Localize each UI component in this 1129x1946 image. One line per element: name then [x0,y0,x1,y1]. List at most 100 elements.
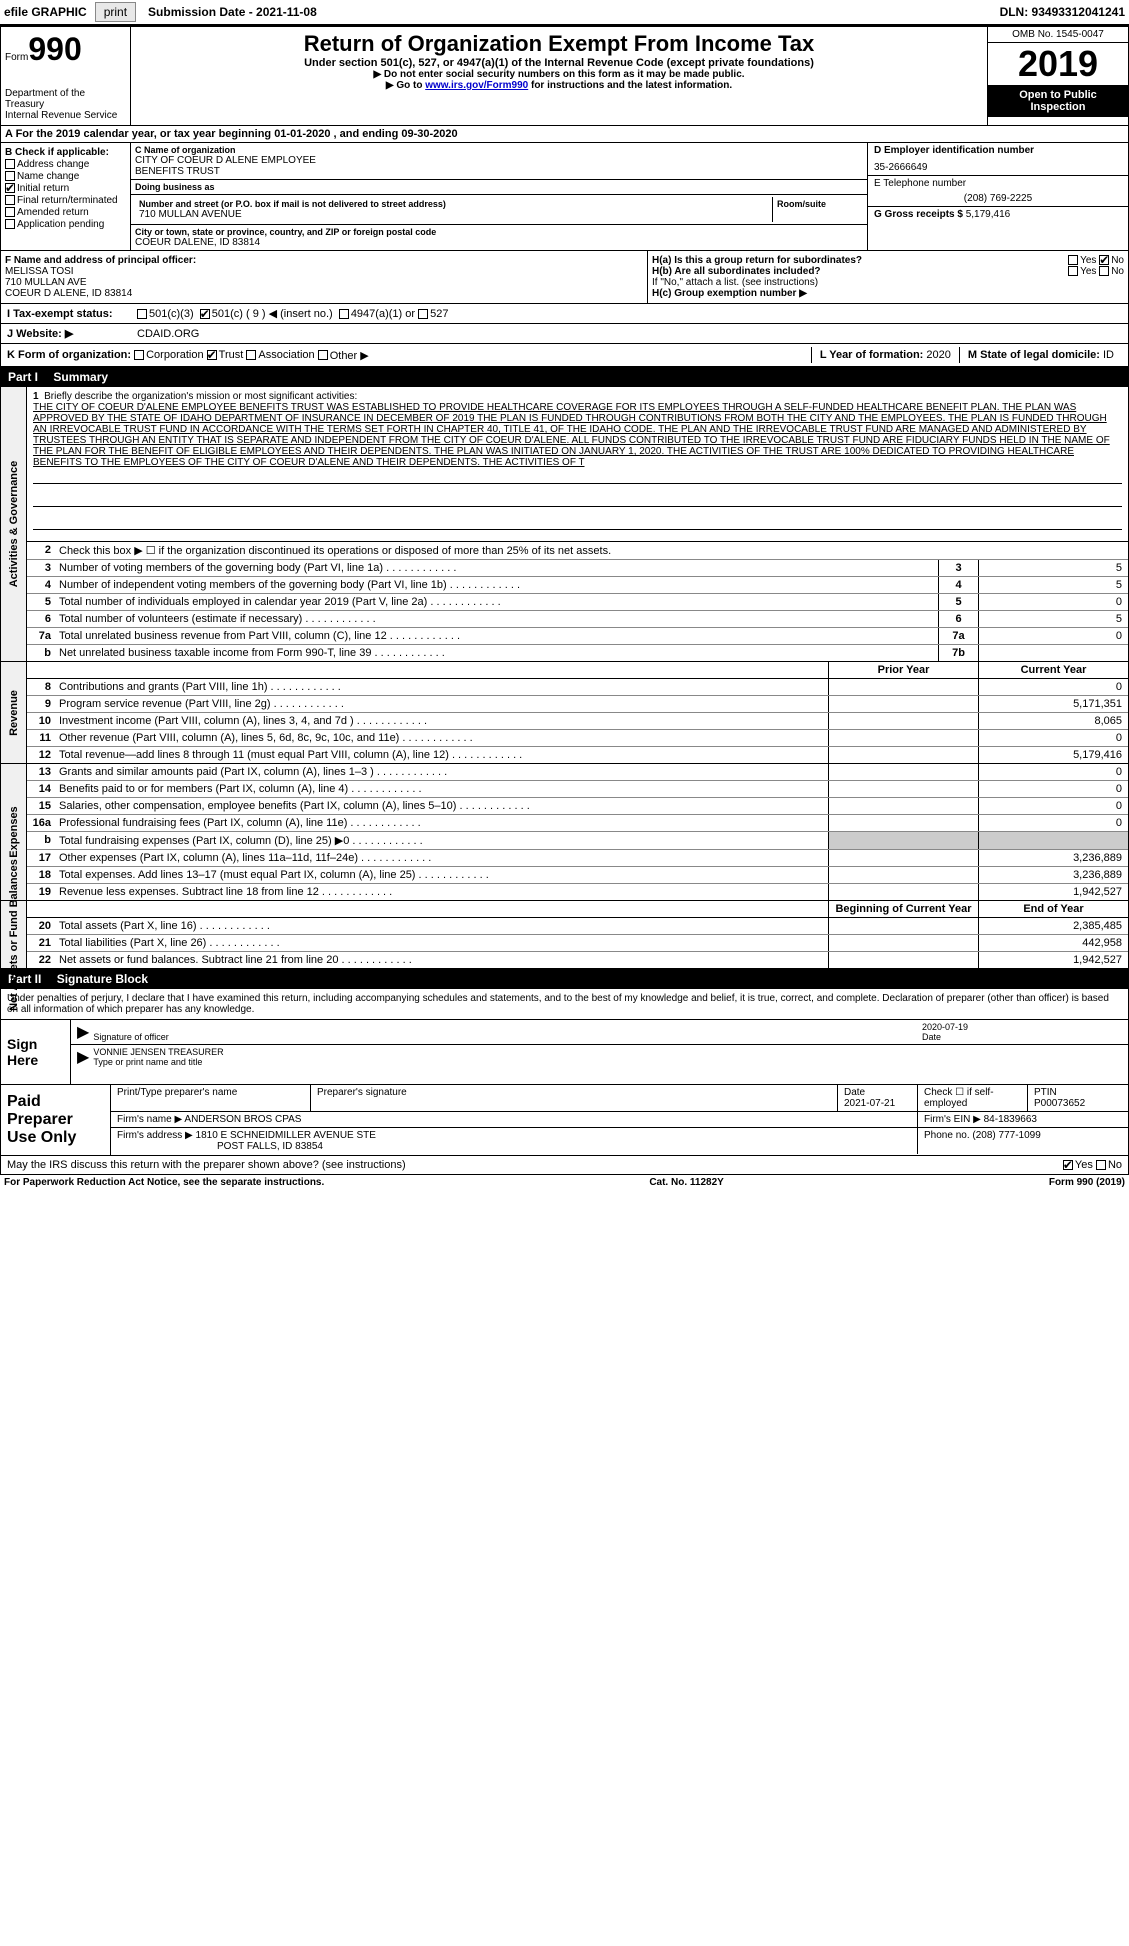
chk-hb-yes[interactable] [1068,266,1078,276]
part1-title: Summary [53,370,108,384]
summary-row: 6 Total number of volunteers (estimate i… [27,611,1128,628]
chk-pending[interactable] [5,219,15,229]
website-value: CDAID.ORG [137,328,199,340]
mission-label: Briefly describe the organization's miss… [44,391,357,402]
hb-label: H(b) Are all subordinates included? [652,266,821,277]
chk-4947[interactable] [339,309,349,319]
ha-label: H(a) Is this a group return for subordin… [652,255,862,266]
opt-corp: Corporation [146,349,203,361]
row-desc: Total unrelated business revenue from Pa… [55,628,938,644]
row-curr: 1,942,527 [978,884,1128,900]
chk-assoc[interactable] [246,350,256,360]
chk-hb-no[interactable] [1099,266,1109,276]
row-box: 3 [938,560,978,576]
row-curr: 2,385,485 [978,918,1128,934]
opt-other: Other ▶ [330,349,369,362]
chk-discuss-yes[interactable] [1063,1160,1073,1170]
row-desc: Total assets (Part X, line 16) [55,918,828,934]
print-button[interactable]: print [95,2,136,22]
row-desc: Contributions and grants (Part VIII, lin… [55,679,828,695]
col-c: C Name of organization CITY OF COEUR D A… [131,143,868,250]
chk-corp[interactable] [134,350,144,360]
year-formation-label: L Year of formation: [820,349,924,361]
row-prior [828,952,978,968]
chk-amended[interactable] [5,207,15,217]
tax-status-row: I Tax-exempt status: 501(c)(3) 501(c) ( … [0,304,1129,324]
h-block: H(a) Is this a group return for subordin… [648,251,1128,303]
sig-arrow-icon: ▶ [77,1022,89,1042]
summary-row: 19 Revenue less expenses. Subtract line … [27,884,1128,900]
summary-row: 7a Total unrelated business revenue from… [27,628,1128,645]
instr-1: ▶ Do not enter social security numbers o… [135,69,983,80]
part2-header: Part II Signature Block [0,969,1129,989]
row-val: 0 [978,628,1128,644]
row-prior [828,867,978,883]
sig-name: VONNIE JENSEN TREASURER [93,1047,223,1057]
hb-no: No [1111,266,1124,277]
footer-row: For Paperwork Reduction Act Notice, see … [0,1175,1129,1190]
summary-row: b Net unrelated business taxable income … [27,645,1128,661]
form-subtitle: Under section 501(c), 527, or 4947(a)(1)… [135,57,983,69]
end-year-hdr: End of Year [978,901,1128,917]
row-desc: Number of independent voting members of … [55,577,938,593]
ha-yes: Yes [1080,255,1096,266]
rev-header: Prior Year Current Year [27,662,1128,679]
row-prior [828,798,978,814]
row-curr: 0 [978,764,1128,780]
row-prior [828,850,978,866]
chk-initial-return[interactable] [5,183,15,193]
section-a: A For the 2019 calendar year, or tax yea… [0,126,1129,143]
row-prior [828,696,978,712]
row-desc: Benefits paid to or for members (Part IX… [55,781,828,797]
row-prior [828,781,978,797]
row-prior [828,764,978,780]
chk-ha-no[interactable] [1099,255,1109,265]
chk-501c[interactable] [200,309,210,319]
gross-value: 5,179,416 [966,209,1011,220]
sig-date-val: 2020-07-19 [922,1022,968,1032]
summary-row: 8 Contributions and grants (Part VIII, l… [27,679,1128,696]
chk-name-change[interactable] [5,171,15,181]
row-curr: 442,958 [978,935,1128,951]
chk-trust[interactable] [207,350,217,360]
hb-note: If "No," attach a list. (see instruction… [652,277,1124,288]
opt-pending: Application pending [17,219,104,230]
room-label: Room/suite [777,199,859,209]
city-label: City or town, state or province, country… [135,227,863,237]
org-name-2: BENEFITS TRUST [135,166,863,177]
row-desc: Total revenue—add lines 8 through 11 (mu… [55,747,828,763]
website-row: J Website: ▶ CDAID.ORG [0,324,1129,344]
irs-link[interactable]: www.irs.gov/Form990 [425,80,528,91]
prior-year-hdr: Prior Year [828,662,978,678]
row-num: 2 [27,542,55,559]
chk-501c3[interactable] [137,309,147,319]
dept-label: Department of the Treasury [5,88,126,110]
website-label: J Website: ▶ [7,327,137,340]
chk-527[interactable] [418,309,428,319]
row-desc: Revenue less expenses. Subtract line 18 … [55,884,828,900]
chk-discuss-no[interactable] [1096,1160,1106,1170]
ein-label: D Employer identification number [874,145,1122,156]
row-curr: 5,171,351 [978,696,1128,712]
discuss-row: May the IRS discuss this return with the… [0,1156,1129,1175]
firm-ein-label: Firm's EIN ▶ [924,1114,981,1125]
summary-row: 17 Other expenses (Part IX, column (A), … [27,850,1128,867]
opt-final-return: Final return/terminated [17,195,118,206]
chk-other[interactable] [318,350,328,360]
row-curr: 0 [978,798,1128,814]
row-desc: Professional fundraising fees (Part IX, … [55,815,828,831]
summary-row: 18 Total expenses. Add lines 13–17 (must… [27,867,1128,884]
chk-address-change[interactable] [5,159,15,169]
officer-addr1: 710 MULLAN AVE [5,277,643,288]
row-num: b [27,645,55,661]
opt-assoc: Association [258,349,314,361]
summary-row: 2Check this box ▶ ☐ if the organization … [27,542,1128,560]
sign-here-block: Sign Here ▶ Signature of officer 2020-07… [0,1020,1129,1085]
sig-officer-label: Signature of officer [93,1032,922,1042]
row-prior [828,815,978,831]
chk-final-return[interactable] [5,195,15,205]
row-num: b [27,832,55,849]
part1-header: Part I Summary [0,367,1129,387]
row-box: 4 [938,577,978,593]
chk-ha-yes[interactable] [1068,255,1078,265]
